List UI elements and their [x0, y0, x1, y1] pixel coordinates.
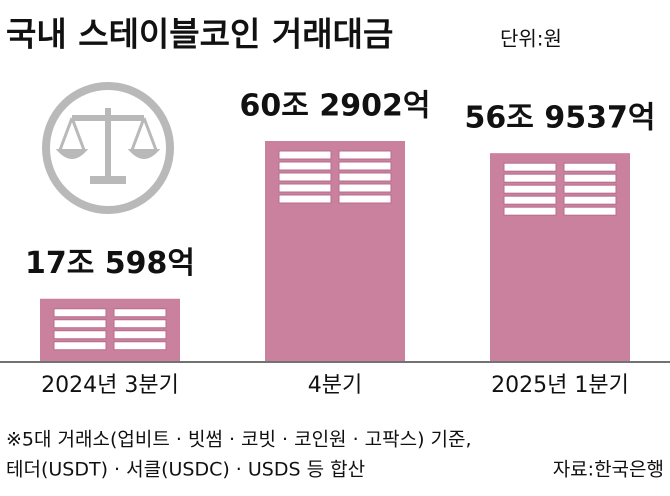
paper-sheet: [503, 162, 557, 172]
bar: [40, 298, 180, 361]
paper-sheet: [338, 194, 392, 204]
value-label: 60조 2902억: [240, 89, 431, 124]
paper-sheet: [53, 319, 107, 329]
paper-sheet: [113, 308, 167, 318]
x-tick-label: 2024년 3분기: [41, 373, 179, 398]
icon-pans: [55, 149, 161, 159]
paper-sheet: [338, 172, 392, 182]
paper-sheet: [53, 308, 107, 318]
paper-sheet: [278, 150, 332, 160]
paper-sheet: [563, 173, 617, 183]
paper-sheet: [563, 162, 617, 172]
paper-sheet: [278, 183, 332, 193]
paper-sheet: [338, 161, 392, 171]
paper-sheet: [278, 194, 332, 204]
paper-sheet: [338, 183, 392, 193]
paper-sheet: [53, 330, 107, 340]
chart-title: 국내 스테이블코인 거래대금: [6, 15, 393, 54]
paper-sheet: [563, 184, 617, 194]
footnote: ※5대 거래소(업비트 · 빗썸 · 코빗 · 코인원 · 고팍스) 기준,: [6, 429, 472, 451]
icon-circle: [42, 82, 174, 214]
paper-sheet: [563, 206, 617, 216]
paper-sheet: [113, 341, 167, 351]
bar: [490, 153, 630, 361]
paper-sheet: [278, 161, 332, 171]
unit-label: 단위:원: [500, 27, 562, 51]
value-label: 17조 598억: [25, 246, 195, 281]
paper-sheet: [563, 195, 617, 205]
footnote: 테더(USDT) · 서클(USDC) · USDS 등 합산: [6, 459, 365, 481]
icon-strings: [58, 117, 158, 151]
paper-sheet: [503, 184, 557, 194]
x-tick-label: 2025년 1분기: [491, 373, 629, 398]
value-label: 56조 9537억: [465, 101, 656, 136]
paper-sheet: [53, 341, 107, 351]
paper-sheet: [503, 173, 557, 183]
paper-sheet: [278, 172, 332, 182]
x-tick-label: 4분기: [308, 373, 362, 398]
paper-sheet: [503, 195, 557, 205]
scale-icon: [42, 82, 174, 214]
source: 자료:한국은행: [553, 459, 664, 481]
icon-base: [90, 176, 126, 184]
paper-sheet: [503, 206, 557, 216]
paper-sheet: [338, 150, 392, 160]
paper-sheet: [113, 330, 167, 340]
paper-sheet: [113, 319, 167, 329]
